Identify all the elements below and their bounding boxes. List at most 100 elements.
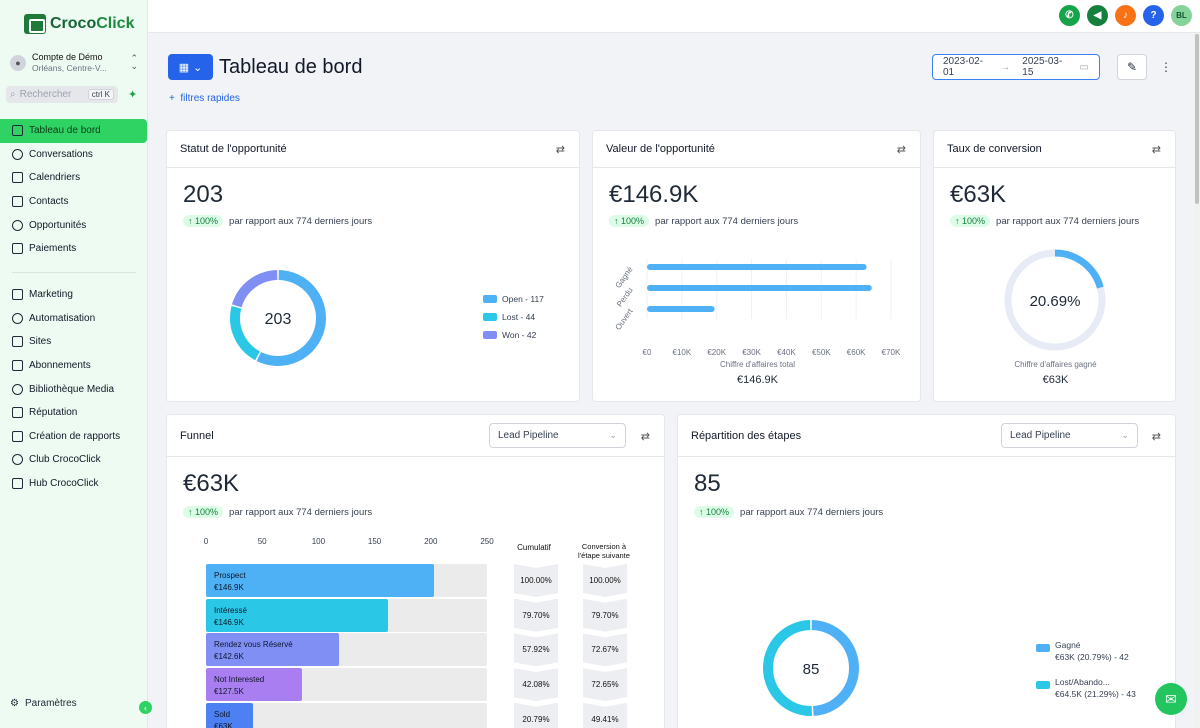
y-category-label: Gagné <box>613 265 634 290</box>
help-button[interactable]: ? <box>1143 5 1164 26</box>
calendar-icon: ▭ <box>1080 62 1089 73</box>
bar[interactable] <box>647 306 715 312</box>
bar[interactable] <box>647 285 872 291</box>
brand-logo[interactable]: CrocoClick <box>0 0 147 36</box>
pipeline-select-value: Lead Pipeline <box>498 430 559 441</box>
sidebar-item-media[interactable]: Bibliothèque Media <box>0 377 148 401</box>
media-icon <box>12 384 23 395</box>
search-input[interactable]: ⌕ Rechercher ctrl K <box>6 86 118 103</box>
sidebar-item-label: Club CrocoClick <box>29 454 101 465</box>
funnel-bar[interactable]: Intéressé €146.9K <box>206 599 388 632</box>
dashboard-icon <box>12 125 23 136</box>
sidebar-item-calendar[interactable]: Calendriers <box>0 166 148 190</box>
donut-slice[interactable] <box>235 307 257 356</box>
sidebar-item-label: Automatisation <box>29 313 95 324</box>
sidebar-item-club[interactable]: Club CrocoClick <box>0 448 148 472</box>
funnel-stage-name: Prospect <box>214 570 426 582</box>
edit-button[interactable]: ✎ <box>1117 54 1147 80</box>
funnel-bar[interactable]: Not Interested €127.5K <box>206 668 302 701</box>
sidebar-item-star[interactable]: Réputation <box>0 401 148 425</box>
sparkle-icon[interactable]: ✦ <box>128 88 137 101</box>
pencil-icon: ✎ <box>1127 60 1137 74</box>
kpi-value: €63K <box>183 470 239 498</box>
status-legend: Open - 117 Lost - 44 Won - 42 <box>483 290 544 344</box>
funnel-cumulative-cell: 100.00% <box>514 564 558 597</box>
sites-icon <box>12 336 23 347</box>
legend-item[interactable]: Won - 42 <box>483 326 544 344</box>
funnel-bar[interactable]: Prospect €146.9K <box>206 564 434 597</box>
settings-link[interactable]: ⚙ Paramètres <box>10 698 77 709</box>
scrollbar-thumb[interactable] <box>1195 34 1199 204</box>
funnel-stage-name: Sold <box>214 709 245 721</box>
donut-slice[interactable] <box>237 275 277 306</box>
hub-icon <box>12 478 23 489</box>
sidebar-item-label: Tableau de bord <box>29 125 101 136</box>
pipeline-select[interactable]: Lead Pipeline ⌄ <box>489 423 626 448</box>
page-title: Tableau de bord <box>219 56 362 79</box>
legend-sub: €63K (20.79%) - 42 <box>1055 652 1129 662</box>
account-avatar-icon: ● <box>10 55 26 71</box>
account-name: Compte de Démo <box>32 52 107 63</box>
sidebar-item-label: Hub CrocoClick <box>29 478 98 489</box>
legend-item[interactable]: Lost/Abando... €64.5K (21.29%) - 43 <box>1036 677 1136 714</box>
nav-divider <box>12 272 136 273</box>
layout-switch-button[interactable]: ▦ ⌄ <box>168 54 213 80</box>
x-tick-label: €50K <box>812 348 831 357</box>
funnel-axis-tick: 100 <box>308 537 328 546</box>
more-options-icon[interactable]: ⋮ <box>1160 60 1172 74</box>
legend-label: Gagné <box>1055 640 1129 650</box>
chat-widget-button[interactable]: ✉ <box>1155 683 1187 715</box>
legend-swatch <box>483 313 497 321</box>
sidebar-item-reports[interactable]: Création de rapports <box>0 425 148 449</box>
sidebar: CrocoClick ● Compte de Démo Orléans, Cen… <box>0 0 148 728</box>
funnel-cumulative-cell: 79.70% <box>514 599 558 632</box>
y-category-label: Ouvert <box>613 306 635 331</box>
scrollbar[interactable] <box>1194 34 1200 728</box>
gauge-center-label: 20.69% <box>1030 293 1081 310</box>
legend-item[interactable]: Lost - 44 <box>483 308 544 326</box>
sidebar-item-dashboard[interactable]: Tableau de bord <box>0 119 147 143</box>
search-shortcut: ctrl K <box>88 89 114 100</box>
sidebar-item-hub[interactable]: Hub CrocoClick <box>0 472 148 496</box>
stage-legend: Gagné €63K (20.79%) - 42 Lost/Abando... €64… <box>1036 640 1136 714</box>
user-avatar[interactable]: BL <box>1171 5 1192 26</box>
sidebar-item-automation[interactable]: Automatisation <box>0 307 148 331</box>
status-donut-chart: 203 <box>167 131 580 402</box>
date-range-picker[interactable]: 2023-02-01 → 2025-03-15 ▭ <box>932 54 1100 80</box>
filter-icon[interactable]: ⇄ <box>641 430 650 443</box>
sidebar-item-label: Abonnements <box>29 360 91 371</box>
legend-label: Won - 42 <box>502 330 536 340</box>
sidebar-item-send[interactable]: Marketing <box>0 283 148 307</box>
sidebar-item-chat[interactable]: Conversations <box>0 143 148 167</box>
x-tick-label: €20K <box>707 348 726 357</box>
y-category-label: Perdu <box>615 286 635 309</box>
funnel-cumulative-cell: 42.08% <box>514 668 558 701</box>
funnel-bar[interactable]: Rendez vous Réservé €142.6K <box>206 633 339 666</box>
funnel-stage-name: Intéressé <box>214 605 380 617</box>
sidebar-item-label: Bibliothèque Media <box>29 384 114 395</box>
funnel-axis-tick: 0 <box>196 537 216 546</box>
legend-swatch <box>483 295 497 303</box>
sidebar-item-payments[interactable]: Paiements <box>0 237 148 261</box>
legend-item[interactable]: Open - 117 <box>483 290 544 308</box>
legend-swatch <box>1036 644 1050 652</box>
bell-icon[interactable]: ♪ <box>1115 5 1136 26</box>
quick-filters-link[interactable]: + filtres rapides <box>169 93 240 104</box>
nav-secondary: Marketing Automatisation Sites Abonnements B… <box>0 283 148 495</box>
sidebar-item-opportunities[interactable]: Opportunités <box>0 213 148 237</box>
funnel-bar[interactable]: Sold €63K <box>206 703 253 728</box>
funnel-axis-tick: 200 <box>421 537 441 546</box>
bar[interactable] <box>647 264 867 270</box>
filter-icon[interactable]: ⇄ <box>897 143 906 156</box>
account-switcher[interactable]: ● Compte de Démo Orléans, Centre-V... ⌃ ⌄ <box>0 52 148 73</box>
sidebar-item-contacts[interactable]: Contacts <box>0 190 148 214</box>
sidebar-item-subscriptions[interactable]: Abonnements <box>0 354 148 378</box>
card-opportunity-value: Valeur de l'opportunité ⇄ €146.9K ↑ 100% p… <box>592 130 921 402</box>
collapse-sidebar-button[interactable]: ‹ <box>139 701 152 714</box>
funnel-stage-amount: €146.9K <box>214 617 380 629</box>
legend-item[interactable]: Gagné €63K (20.79%) - 42 <box>1036 640 1136 677</box>
x-tick-label: €60K <box>847 348 866 357</box>
megaphone-icon[interactable]: ◀ <box>1087 5 1108 26</box>
sidebar-item-sites[interactable]: Sites <box>0 330 148 354</box>
phone-icon[interactable]: ✆ <box>1059 5 1080 26</box>
